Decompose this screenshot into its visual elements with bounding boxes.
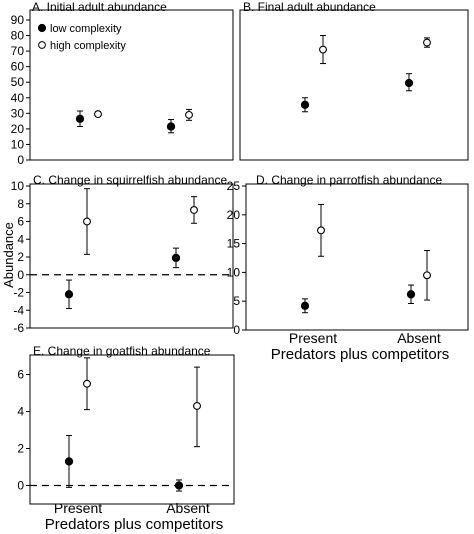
panel-c-point-low-complexity xyxy=(64,290,74,299)
x-axis-label-panel-e: Predators plus competitors xyxy=(45,516,223,533)
panel-d-point-high-complexity xyxy=(423,271,431,280)
panel-e-point-high-complexity xyxy=(193,402,201,410)
panel-c-y-tick-label: 10 xyxy=(11,179,25,193)
panel-d-marks: 0 5 10 15 20 25 Present Absent xyxy=(227,179,441,346)
panel-d-category-label: Present xyxy=(289,330,337,346)
legend-label-high-complexity: high complexity xyxy=(50,40,126,52)
panel-c-y-tick-label: 8 xyxy=(17,197,24,211)
legend-label-low-complexity: low complexity xyxy=(50,23,122,35)
panel-d-y-tick-label: 15 xyxy=(227,237,241,251)
panel-e-title: E. Change in goatfish abundance xyxy=(33,344,211,358)
panel-b-point-low-complexity xyxy=(300,100,310,109)
panel-d-y-tick-label: 5 xyxy=(233,294,240,308)
panel-e-point-high-complexity xyxy=(83,379,91,388)
panel-c-y-tick-label: 6 xyxy=(17,215,24,229)
panel-e-point-low-complexity xyxy=(174,481,184,490)
panel-b-point-low-complexity xyxy=(404,78,414,88)
panel-c-y-tick-label: 4 xyxy=(17,232,24,246)
panel-a-point-high-complexity xyxy=(94,110,102,119)
panel-a-y-tick-label: 0 xyxy=(17,153,24,167)
panel-b-point-high-complexity xyxy=(319,45,327,54)
panel-c-point-low-complexity xyxy=(171,253,181,263)
panel-c-point-high-complexity xyxy=(190,206,198,214)
panel-b-frame xyxy=(239,9,469,161)
panel-b: B. Final adult abundance xyxy=(239,0,469,161)
panel-c-point-high-complexity xyxy=(83,217,91,226)
panel-a-point-low-complexity xyxy=(166,122,176,131)
panel-e-frame xyxy=(29,354,235,505)
panel-d: D. Change in parrotfish abundance 0 5 10 15… xyxy=(227,173,469,346)
panel-a-point-high-complexity xyxy=(185,110,193,119)
legend-marker-low-complexity xyxy=(37,23,47,33)
panel-d-y-tick-label: 20 xyxy=(227,208,241,222)
panel-c-y-tick-label: -4 xyxy=(13,303,24,317)
panel-a-title: A. Initial adult abundance xyxy=(32,0,167,14)
panel-a-y-tick-label: 40 xyxy=(11,91,25,105)
panel-a-y-tick-label: 50 xyxy=(11,75,25,89)
panel-a-y-tick-label: 10 xyxy=(11,137,25,151)
panel-c-y-tick-label: 0 xyxy=(17,268,24,282)
panel-c-frame xyxy=(29,183,234,329)
legend-marker-high-complexity xyxy=(38,41,46,49)
panel-b-marks xyxy=(300,35,431,113)
panel-c: C. Change in squirrelfish abundance -6 -4… xyxy=(11,173,234,335)
panel-e-y-tick-label: 2 xyxy=(17,442,24,456)
panel-a-y-tick-label: 20 xyxy=(11,122,25,136)
panel-e: E. Change in goatfish abundance 0 2 4 6 Pres… xyxy=(17,344,235,516)
legend: low complexity high complexity xyxy=(37,23,126,52)
panel-d-point-low-complexity xyxy=(406,290,416,299)
panel-a-point-low-complexity xyxy=(75,114,85,123)
panel-e-y-tick-label: 0 xyxy=(17,479,24,493)
panel-d-point-high-complexity xyxy=(317,226,325,235)
panel-b-title: B. Final adult abundance xyxy=(243,0,376,14)
panel-c-y-tick-label: -6 xyxy=(13,321,24,335)
panel-a-y-tick-label: 60 xyxy=(11,60,25,74)
panel-c-title: C. Change in squirrelfish abundance xyxy=(33,173,227,187)
panel-d-point-low-complexity xyxy=(300,301,310,310)
panel-e-point-low-complexity xyxy=(64,457,74,466)
panel-d-y-tick-label: 0 xyxy=(233,323,240,337)
y-axis-label: Abundance xyxy=(1,222,16,288)
panel-a-y-tick-label: 80 xyxy=(11,29,25,43)
x-axis-label-panel-d: Predators plus competitors xyxy=(271,346,449,363)
panel-a-y-tick-label: 30 xyxy=(11,106,25,120)
panel-b-point-high-complexity xyxy=(423,38,431,47)
panel-c-y-tick-label: 2 xyxy=(17,250,24,264)
panel-a-frame xyxy=(29,9,234,161)
panel-d-category-label: Absent xyxy=(397,330,441,346)
panel-c-y-tick-label: -2 xyxy=(13,286,24,300)
panel-e-marks: 0 2 4 6 Present Absent xyxy=(17,357,234,516)
panel-d-title: D. Change in parrotfish abundance xyxy=(256,173,442,187)
panel-a-y-tick-label: 90 xyxy=(11,13,25,27)
panel-d-y-tick-label: 25 xyxy=(227,179,241,193)
panel-e-category-label: Present xyxy=(54,500,102,516)
panel-d-frame xyxy=(245,183,469,331)
panel-e-category-label: Absent xyxy=(166,500,210,516)
panel-c-marks: -6 -4 -2 0 2 4 6 8 10 xyxy=(11,179,233,335)
panel-d-y-tick-label: 10 xyxy=(227,265,241,279)
panel-e-y-tick-label: 6 xyxy=(17,368,24,382)
panel-e-y-tick-label: 4 xyxy=(17,405,24,419)
panel-a-y-tick-label: 70 xyxy=(11,44,25,58)
